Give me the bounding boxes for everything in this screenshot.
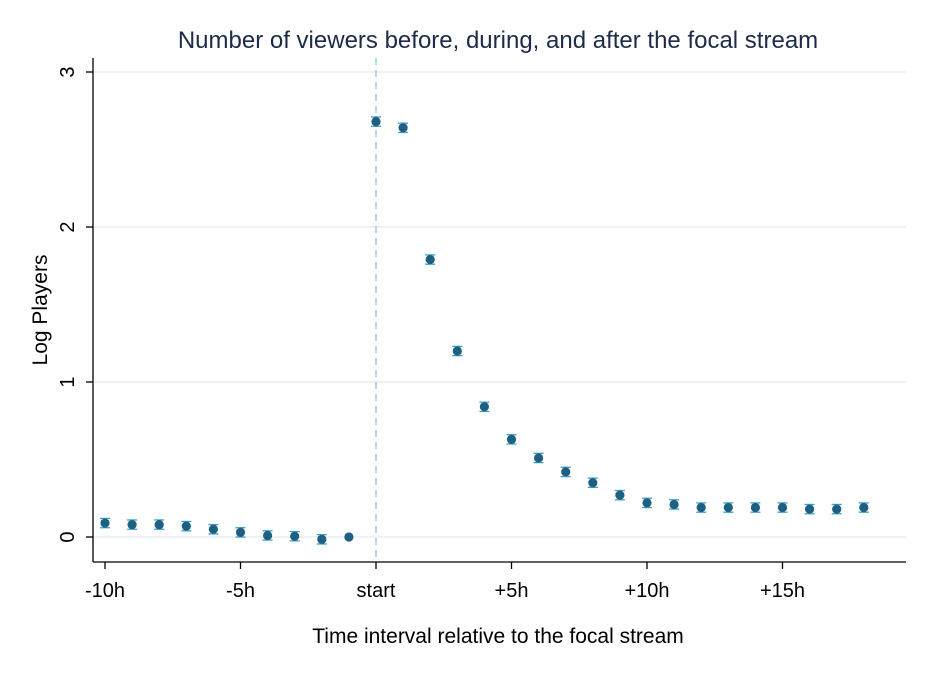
data-point <box>805 504 815 514</box>
data-point <box>750 502 761 513</box>
data-point <box>832 504 842 514</box>
grid-lines <box>93 71 906 538</box>
data-point <box>425 254 435 265</box>
axes: 0 1 2 3 -10h -5h start +5h +10h +15h <box>57 58 906 602</box>
y-tick-label: 0 <box>57 531 79 542</box>
data-point <box>181 521 191 531</box>
data-point <box>723 502 733 513</box>
y-tick-label: 1 <box>57 376 79 387</box>
x-tick-label: start <box>357 580 396 602</box>
x-tick-label: +15h <box>760 580 805 602</box>
y-tick-label: 3 <box>57 66 79 77</box>
x-tick-label: -10h <box>85 580 125 602</box>
data-point <box>452 346 462 356</box>
x-tick-label: +5h <box>495 580 529 602</box>
data-point <box>235 527 246 537</box>
y-axis-label: Log Players <box>29 255 52 366</box>
data-point <box>561 467 571 477</box>
x-axis-label: Time interval relative to the focal stre… <box>312 625 684 648</box>
data-point <box>479 402 489 412</box>
data-point <box>344 532 354 542</box>
data-point <box>398 123 408 133</box>
y-tick-label: 2 <box>57 221 79 232</box>
data-point <box>859 502 869 513</box>
data-point <box>615 490 625 500</box>
data-point <box>317 534 327 544</box>
x-tick-label: +10h <box>624 580 669 602</box>
data-point <box>100 518 110 528</box>
data-point <box>208 524 218 534</box>
data-point <box>696 502 706 513</box>
data-points <box>100 116 869 545</box>
data-point <box>642 498 652 508</box>
data-point <box>588 478 598 488</box>
data-point <box>290 531 300 541</box>
chart-title: Number of viewers before, during, and af… <box>178 27 818 54</box>
data-point <box>506 434 517 444</box>
data-point <box>777 502 788 513</box>
data-point <box>127 520 137 530</box>
data-point <box>669 499 679 510</box>
data-point <box>154 520 164 530</box>
data-point <box>263 530 273 541</box>
data-point <box>371 117 381 127</box>
x-tick-label: -5h <box>226 580 255 602</box>
data-point <box>534 453 544 463</box>
